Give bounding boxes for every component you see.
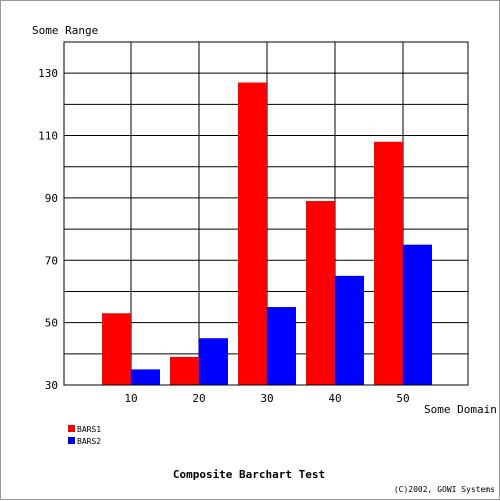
bar-bars2-50 [403, 244, 432, 385]
bar-bars1-30 [238, 82, 267, 385]
bars-layer [102, 82, 432, 385]
bar-bars1-40 [306, 201, 335, 385]
x-tick-label: 10 [124, 392, 137, 405]
y-tick-label: 90 [45, 192, 58, 205]
y-tick-label: 30 [45, 379, 58, 392]
bar-bars1-10 [102, 313, 131, 385]
labels-layer: 10 20 30 40 50 30 50 70 90 110 130 [38, 67, 410, 405]
legend-swatch-bars1 [68, 425, 75, 432]
x-tick-label: 40 [328, 392, 341, 405]
x-axis-title: Some Domain [424, 403, 497, 416]
bar-bars2-40 [335, 275, 364, 385]
x-tick-label: 20 [192, 392, 205, 405]
x-tick-label: 30 [260, 392, 273, 405]
y-axis-title: Some Range [32, 24, 98, 37]
bar-bars2-20 [199, 338, 228, 385]
copyright-text: (C)2002, GOWI Systems [394, 485, 495, 494]
plot-border [63, 41, 469, 386]
y-tick-label: 110 [38, 130, 58, 143]
axes-layer [63, 41, 469, 386]
y-tick-label: 130 [38, 67, 58, 80]
bar-bars1-50 [374, 141, 403, 385]
legend: BARS1 BARS2 [68, 425, 101, 446]
x-tick-label: 50 [396, 392, 409, 405]
y-tick-label: 70 [45, 254, 58, 267]
legend-label-bars2: BARS2 [77, 437, 101, 446]
y-tick-label: 50 [45, 317, 58, 330]
legend-swatch-bars2 [68, 437, 75, 444]
chart-title: Composite Barchart Test [173, 468, 325, 481]
bar-bars1-20 [170, 356, 199, 385]
bar-bars2-10 [131, 369, 160, 385]
legend-label-bars1: BARS1 [77, 425, 101, 434]
bar-bars2-30 [267, 307, 296, 385]
